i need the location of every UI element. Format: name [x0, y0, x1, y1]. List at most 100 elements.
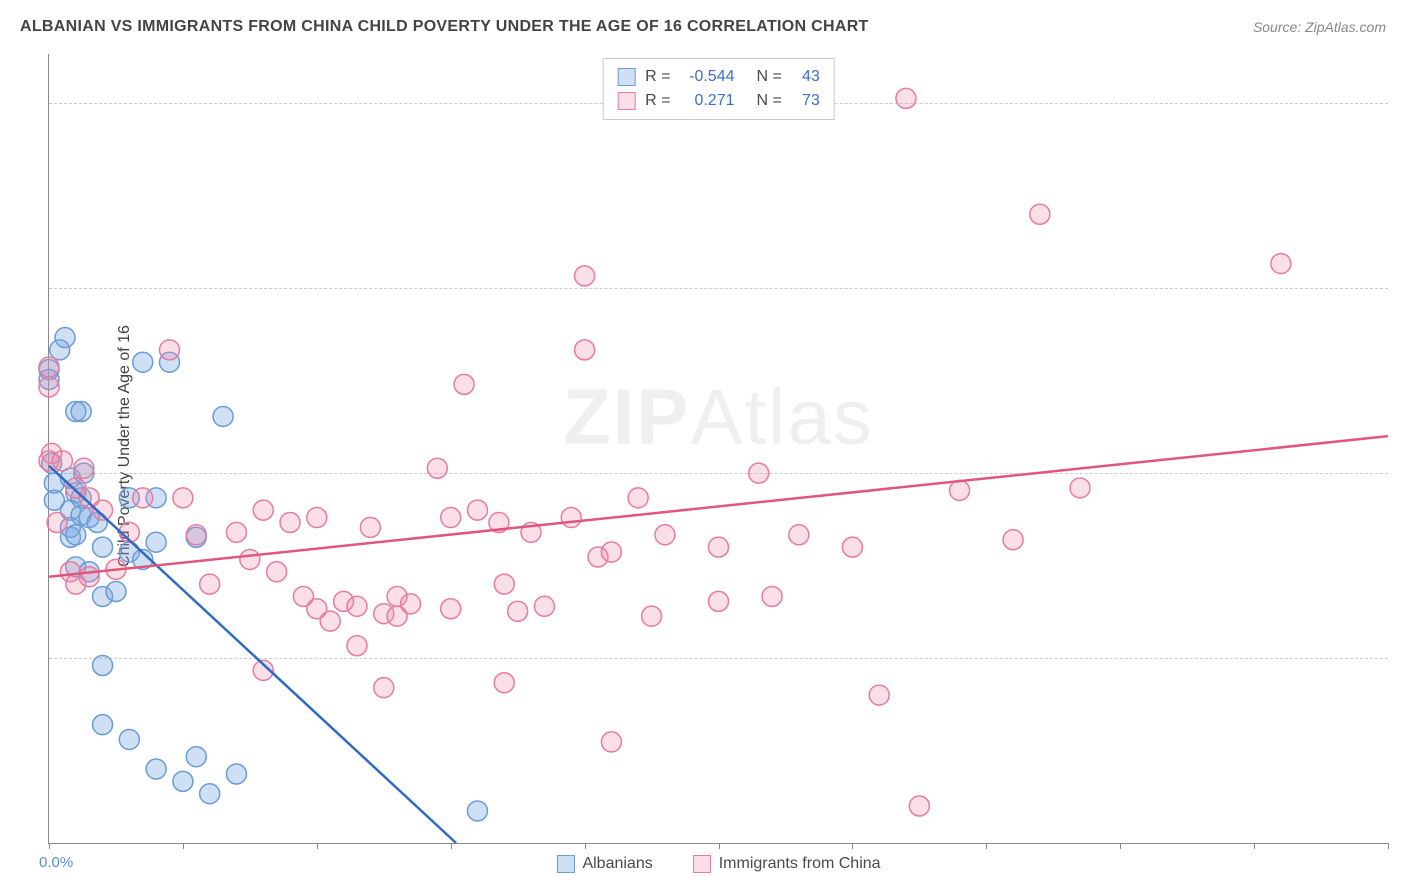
- stats-row-albanians: R = -0.544 N = 43: [617, 65, 820, 89]
- data-point-china: [950, 480, 970, 500]
- data-point-china: [534, 596, 554, 616]
- legend: Albanians Immigrants from China: [556, 855, 880, 873]
- swatch-albanians: [617, 68, 635, 86]
- data-point-albanians: [173, 771, 193, 791]
- y-tick-label: 30.0%: [1393, 95, 1406, 112]
- data-point-china: [320, 611, 340, 631]
- data-point-china: [441, 508, 461, 528]
- data-point-albanians: [186, 747, 206, 767]
- data-point-china: [1003, 530, 1023, 550]
- data-point-china: [347, 596, 367, 616]
- legend-swatch-china: [693, 855, 711, 873]
- x-tick: [1388, 843, 1389, 849]
- data-point-albanians: [93, 537, 113, 557]
- legend-item-albanians: Albanians: [556, 855, 652, 873]
- data-point-china: [454, 374, 474, 394]
- x-tick: [183, 843, 184, 849]
- data-point-china: [267, 562, 287, 582]
- data-point-china: [869, 685, 889, 705]
- n-label: N =: [757, 89, 782, 113]
- x-max-label: 50.0%: [1393, 854, 1406, 871]
- data-point-albanians: [146, 759, 166, 779]
- data-point-china: [280, 512, 300, 532]
- x-tick: [852, 843, 853, 849]
- data-point-china: [427, 458, 447, 478]
- legend-swatch-albanians: [556, 855, 574, 873]
- data-point-china: [1070, 478, 1090, 498]
- legend-label-albanians: Albanians: [582, 855, 652, 873]
- data-point-china: [133, 488, 153, 508]
- data-point-china: [240, 549, 260, 569]
- data-point-albanians: [93, 655, 113, 675]
- data-point-china: [467, 500, 487, 520]
- legend-label-china: Immigrants from China: [719, 855, 881, 873]
- data-point-china: [601, 542, 621, 562]
- data-point-albanians: [146, 532, 166, 552]
- data-point-china: [360, 517, 380, 537]
- data-point-china: [47, 512, 67, 532]
- data-point-albanians: [93, 715, 113, 735]
- source-label: Source: ZipAtlas.com: [1253, 19, 1386, 35]
- data-point-china: [762, 586, 782, 606]
- trend-line-albanians: [49, 466, 456, 843]
- legend-item-china: Immigrants from China: [693, 855, 881, 873]
- x-tick: [49, 843, 50, 849]
- x-tick: [1254, 843, 1255, 849]
- data-point-china: [347, 636, 367, 656]
- data-point-china: [160, 340, 180, 360]
- data-point-china: [441, 599, 461, 619]
- data-point-china: [1271, 254, 1291, 274]
- r-value-china: 0.271: [681, 89, 735, 113]
- data-point-albanians: [119, 729, 139, 749]
- data-point-china: [200, 574, 220, 594]
- data-point-china: [789, 525, 809, 545]
- data-point-albanians: [71, 402, 91, 422]
- data-point-china: [508, 601, 528, 621]
- data-point-china: [642, 606, 662, 626]
- data-point-china: [842, 537, 862, 557]
- x-tick: [719, 843, 720, 849]
- data-point-china: [401, 594, 421, 614]
- stats-box: R = -0.544 N = 43 R = 0.271 N = 73: [602, 58, 835, 120]
- data-point-china: [374, 678, 394, 698]
- data-point-albanians: [66, 525, 86, 545]
- y-tick-label: 7.5%: [1393, 650, 1406, 667]
- data-point-china: [909, 796, 929, 816]
- data-point-china: [307, 508, 327, 528]
- data-point-china: [186, 525, 206, 545]
- data-point-china: [494, 574, 514, 594]
- swatch-china: [617, 92, 635, 110]
- n-label: N =: [757, 65, 782, 89]
- r-value-albanians: -0.544: [681, 65, 735, 89]
- scatter-svg: [49, 54, 1388, 843]
- data-point-china: [39, 357, 59, 377]
- data-point-albanians: [133, 352, 153, 372]
- data-point-china: [74, 458, 94, 478]
- data-point-china: [709, 537, 729, 557]
- r-label: R =: [645, 65, 670, 89]
- x-tick: [317, 843, 318, 849]
- x-tick: [451, 843, 452, 849]
- y-tick-label: 22.5%: [1393, 280, 1406, 297]
- data-point-china: [749, 463, 769, 483]
- data-point-china: [575, 266, 595, 286]
- x-tick: [585, 843, 586, 849]
- y-tick-label: 15.0%: [1393, 465, 1406, 482]
- data-point-china: [173, 488, 193, 508]
- data-point-albanians: [55, 328, 75, 348]
- data-point-china: [494, 673, 514, 693]
- data-point-china: [39, 377, 59, 397]
- x-tick: [986, 843, 987, 849]
- n-value-china: 73: [792, 89, 820, 113]
- data-point-china: [79, 567, 99, 587]
- data-point-china: [896, 88, 916, 108]
- r-label: R =: [645, 89, 670, 113]
- data-point-china: [52, 451, 72, 471]
- data-point-china: [561, 508, 581, 528]
- data-point-china: [253, 500, 273, 520]
- chart-title: ALBANIAN VS IMMIGRANTS FROM CHINA CHILD …: [20, 18, 869, 36]
- data-point-china: [655, 525, 675, 545]
- stats-row-china: R = 0.271 N = 73: [617, 89, 820, 113]
- data-point-china: [709, 591, 729, 611]
- n-value-albanians: 43: [792, 65, 820, 89]
